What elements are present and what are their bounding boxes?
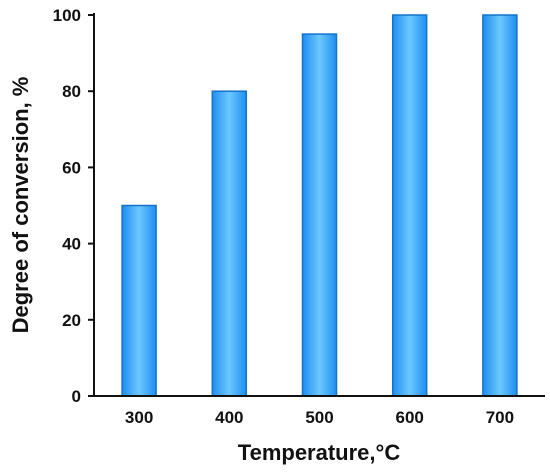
x-tick-label: 700 (486, 408, 514, 427)
x-axis-title: Temperature,°C (238, 440, 401, 465)
y-tick-label: 100 (53, 6, 81, 25)
bar-400 (211, 90, 248, 397)
x-tick-label: 400 (215, 408, 243, 427)
x-ticks: 300 400 500 600 700 (125, 408, 514, 427)
bar-600 (391, 14, 428, 397)
axes-layer (93, 13, 545, 397)
bar-700 (482, 14, 518, 397)
x-tick-label: 300 (125, 408, 153, 427)
y-axis-title: Degree of conversion, % (8, 77, 33, 334)
x-tick-label: 500 (305, 408, 333, 427)
x-tick-label: 600 (396, 408, 424, 427)
y-tick-label: 0 (72, 387, 81, 406)
y-tick-label: 40 (62, 235, 81, 254)
bars-layer (121, 14, 518, 397)
y-tick-label: 60 (62, 158, 81, 177)
y-tick-label: 80 (62, 82, 81, 101)
y-tick-label: 20 (62, 311, 81, 330)
y-ticks: 0 20 40 60 80 100 (53, 6, 94, 406)
bar-300 (121, 204, 157, 397)
bar-500 (301, 33, 338, 397)
